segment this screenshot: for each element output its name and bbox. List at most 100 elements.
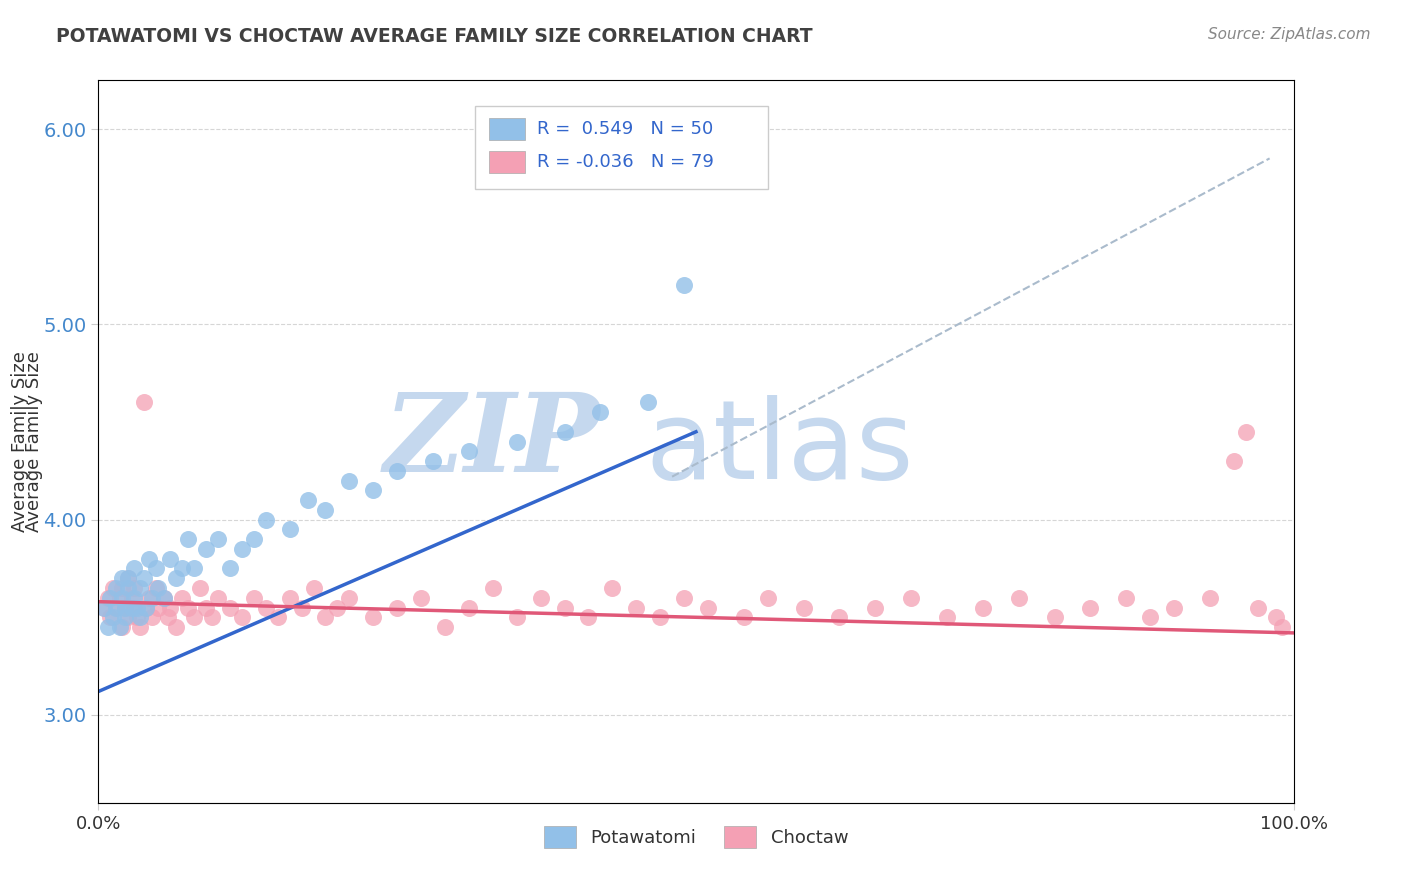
Point — [231, 541, 253, 556]
Point — [458, 600, 481, 615]
Point — [125, 600, 148, 615]
FancyBboxPatch shape — [475, 105, 768, 189]
Point — [125, 610, 148, 624]
Point — [111, 620, 134, 634]
Point — [1139, 610, 1161, 624]
Point — [177, 532, 200, 546]
Point — [165, 620, 187, 634]
Point — [302, 581, 325, 595]
Point — [267, 610, 290, 624]
Point — [111, 581, 134, 595]
Point — [138, 591, 160, 605]
Point — [219, 600, 242, 615]
Point — [291, 600, 314, 615]
Point — [117, 610, 139, 624]
Point — [141, 591, 163, 605]
Point — [315, 503, 337, 517]
Point — [188, 581, 211, 595]
Point — [363, 610, 385, 624]
Point — [101, 610, 124, 624]
Text: Source: ZipAtlas.com: Source: ZipAtlas.com — [1208, 27, 1371, 42]
Point — [936, 610, 959, 624]
Point — [326, 600, 349, 615]
Point — [673, 278, 696, 293]
Point — [138, 551, 160, 566]
Point — [1080, 600, 1102, 615]
Point — [278, 591, 301, 605]
Point — [733, 610, 755, 624]
Point — [129, 610, 152, 624]
Point — [124, 561, 146, 575]
Point — [129, 581, 152, 595]
Point — [132, 571, 155, 585]
Point — [1264, 610, 1286, 624]
Point — [121, 591, 143, 605]
Point — [385, 600, 409, 615]
Point — [108, 620, 131, 634]
Point — [648, 610, 672, 624]
Point — [900, 591, 922, 605]
Point — [98, 591, 122, 605]
Point — [278, 523, 301, 537]
Point — [207, 591, 229, 605]
Point — [135, 600, 157, 615]
Point — [148, 581, 170, 595]
Point — [156, 610, 179, 624]
Point — [1271, 620, 1294, 634]
Point — [1247, 600, 1270, 615]
Point — [108, 591, 131, 605]
Point — [1234, 425, 1257, 439]
Point — [434, 620, 457, 634]
Y-axis label: Average Family Size: Average Family Size — [11, 351, 30, 532]
Point — [111, 571, 134, 585]
Point — [98, 610, 122, 624]
Point — [297, 493, 319, 508]
Text: ZIP: ZIP — [384, 388, 600, 495]
Point — [145, 561, 167, 575]
Point — [117, 581, 139, 595]
Point — [458, 444, 481, 458]
Point — [165, 571, 187, 585]
Point — [114, 610, 136, 624]
Point — [1163, 600, 1185, 615]
Point — [101, 581, 124, 595]
Point — [183, 561, 205, 575]
Point — [159, 551, 181, 566]
Point — [195, 541, 218, 556]
Point — [124, 581, 146, 595]
Text: R =  0.549   N = 50: R = 0.549 N = 50 — [537, 120, 713, 137]
Point — [793, 600, 815, 615]
Point — [114, 600, 136, 615]
Legend: Potawatomi, Choctaw: Potawatomi, Choctaw — [537, 819, 855, 855]
Point — [183, 610, 205, 624]
Point — [530, 591, 553, 605]
Text: R = -0.036   N = 79: R = -0.036 N = 79 — [537, 153, 714, 171]
Point — [177, 600, 200, 615]
Point — [195, 600, 218, 615]
Point — [697, 600, 720, 615]
Point — [602, 581, 624, 595]
Text: atlas: atlas — [645, 395, 914, 502]
Point — [254, 513, 277, 527]
Point — [243, 532, 266, 546]
Point — [1043, 610, 1066, 624]
Point — [254, 600, 277, 615]
Point — [1199, 591, 1222, 605]
Point — [124, 591, 146, 605]
Point — [145, 581, 167, 595]
Point — [105, 600, 128, 615]
Point — [865, 600, 887, 615]
Point — [148, 600, 170, 615]
Point — [172, 591, 194, 605]
Point — [93, 600, 115, 615]
Point — [159, 600, 181, 615]
Point — [363, 483, 385, 498]
Point — [339, 591, 361, 605]
Point — [506, 434, 529, 449]
Text: POTAWATOMI VS CHOCTAW AVERAGE FAMILY SIZE CORRELATION CHART: POTAWATOMI VS CHOCTAW AVERAGE FAMILY SIZ… — [56, 27, 813, 45]
Point — [673, 591, 696, 605]
Point — [243, 591, 266, 605]
Point — [105, 600, 128, 615]
Point — [121, 600, 143, 615]
Point — [153, 591, 176, 605]
